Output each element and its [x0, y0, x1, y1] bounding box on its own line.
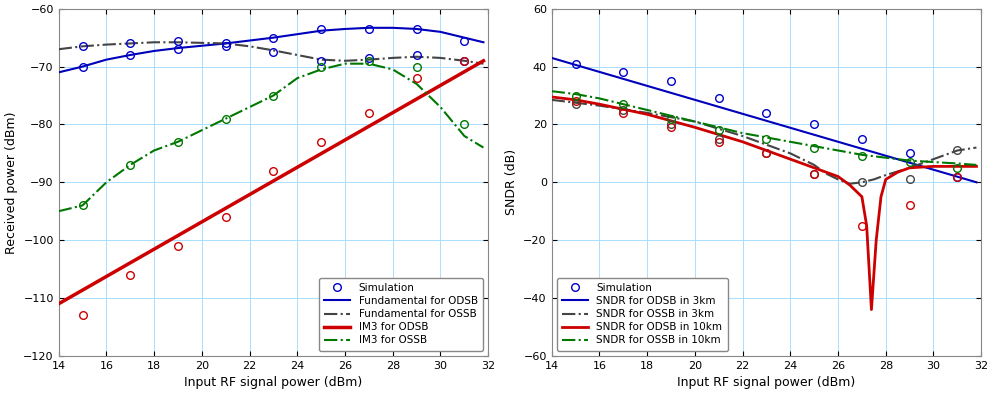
X-axis label: Input RF signal power (dBm): Input RF signal power (dBm): [677, 376, 856, 389]
Y-axis label: Received power (dBm): Received power (dBm): [5, 111, 18, 254]
Y-axis label: SNDR (dB): SNDR (dB): [504, 149, 517, 216]
Legend: Simulation, SNDR for ODSB in 3km, SNDR for OSSB in 3km, SNDR for ODSB in 10km, S: Simulation, SNDR for ODSB in 3km, SNDR f…: [557, 278, 728, 351]
X-axis label: Input RF signal power (dBm): Input RF signal power (dBm): [185, 376, 362, 389]
Legend: Simulation, Fundamental for ODSB, Fundamental for OSSB, IM3 for ODSB, IM3 for OS: Simulation, Fundamental for ODSB, Fundam…: [319, 278, 483, 351]
